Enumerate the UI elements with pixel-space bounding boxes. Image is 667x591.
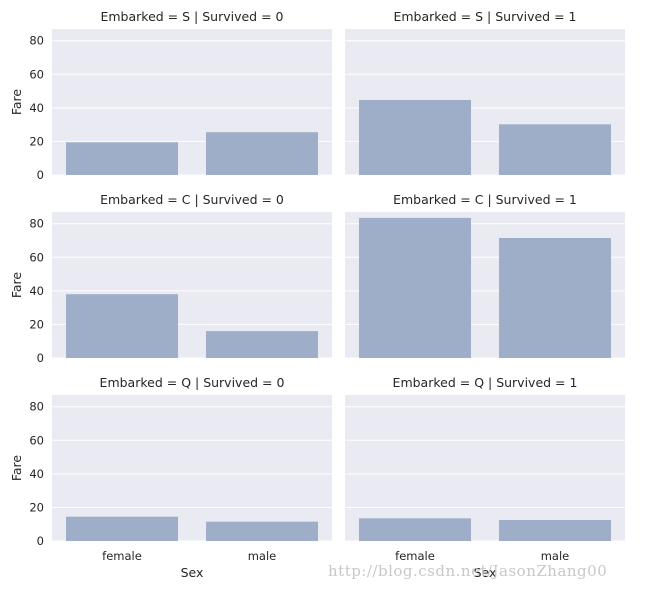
x-axis-label: Sex — [181, 565, 204, 580]
y-tick-label: 80 — [29, 400, 44, 414]
facet-title: Embarked = Q | Survived = 0 — [100, 375, 285, 390]
x-tick-label: female — [395, 549, 435, 563]
facet-panel: Embarked = Q | Survived = 0 0 20 40 60 80 Fare… — [9, 375, 332, 580]
facet-title: Embarked = S | Survived = 1 — [393, 9, 576, 24]
y-tick-label: 60 — [29, 250, 44, 264]
y-tick-label: 60 — [29, 67, 44, 81]
bar — [66, 294, 178, 358]
bar — [359, 99, 471, 175]
y-tick-label: 0 — [37, 351, 44, 365]
x-tick-label: male — [541, 549, 570, 563]
x-tick-label: female — [102, 549, 142, 563]
facet-panel: Embarked = C | Survived = 1 — [345, 192, 625, 359]
facet-title: Embarked = S | Survived = 0 — [100, 9, 283, 24]
bar — [499, 238, 611, 358]
facet-title: Embarked = Q | Survived = 1 — [393, 375, 578, 390]
y-tick-label: 0 — [37, 168, 44, 182]
y-axis-label: Fare — [9, 89, 24, 116]
bar — [359, 217, 471, 358]
bar — [206, 521, 318, 541]
y-axis-label: Fare — [9, 455, 24, 482]
y-tick-label: 20 — [29, 500, 44, 514]
bar — [499, 124, 611, 175]
facet-panel: Embarked = Q | Survived = 1 female male Sex — [345, 375, 625, 580]
panel-background — [345, 395, 625, 541]
facet-title: Embarked = C | Survived = 1 — [393, 192, 577, 207]
bar — [499, 520, 611, 541]
facet-panel: Embarked = C | Survived = 0 0 20 40 60 80 Fare — [9, 192, 332, 365]
x-tick-label: male — [248, 549, 277, 563]
y-tick-label: 40 — [29, 101, 44, 115]
watermark: http://blog.csdn.net/JasonZhang00 — [328, 562, 608, 580]
x-axis-label: Sex — [474, 565, 497, 580]
y-tick-label: 20 — [29, 317, 44, 331]
y-tick-label: 40 — [29, 467, 44, 481]
y-tick-label: 80 — [29, 217, 44, 231]
facet-panel: Embarked = S | Survived = 1 — [345, 9, 625, 176]
facet-panel: Embarked = S | Survived = 0 0 20 40 60 80 Fare — [9, 9, 332, 182]
bar — [359, 518, 471, 541]
y-tick-label: 0 — [37, 534, 44, 548]
y-tick-label: 60 — [29, 433, 44, 447]
bar — [66, 142, 178, 175]
bar — [206, 132, 318, 175]
facet-title: Embarked = C | Survived = 0 — [100, 192, 284, 207]
bar — [206, 331, 318, 358]
y-axis-label: Fare — [9, 272, 24, 299]
y-tick-label: 40 — [29, 284, 44, 298]
bar — [66, 516, 178, 541]
y-tick-label: 80 — [29, 34, 44, 48]
y-tick-label: 20 — [29, 134, 44, 148]
